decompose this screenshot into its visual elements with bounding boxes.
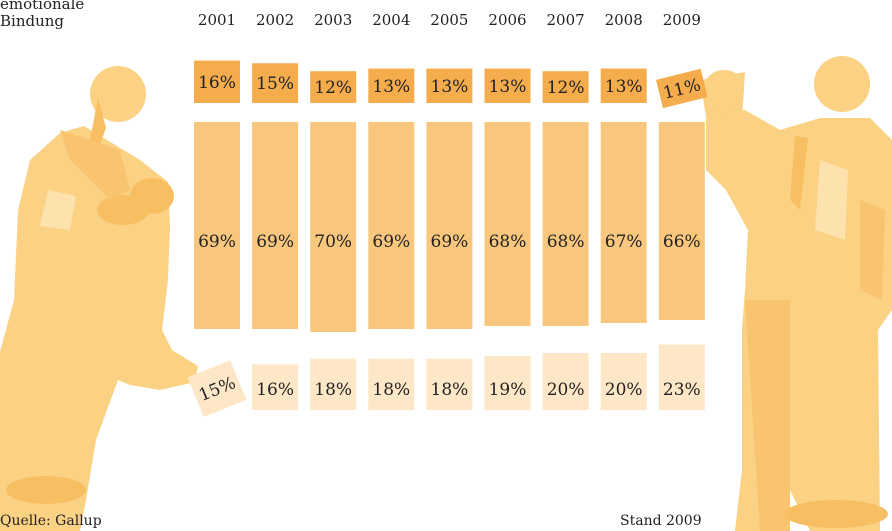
header-label-line1: emotionale	[0, 0, 85, 13]
bar-bottom-2004	[368, 358, 415, 410]
year-label-2006: 2006	[488, 11, 526, 29]
year-axis: 2001 2002 2003 2004 2005 2006 2007 2008 2009	[198, 11, 701, 29]
year-label-2008: 2008	[605, 11, 643, 29]
businessman-left-figure	[0, 66, 198, 531]
label-middle-2009: 66%	[663, 232, 701, 252]
bar-top-2006	[484, 68, 531, 103]
bar-bottom-2001	[187, 360, 247, 418]
header-label-line2: Bindung	[0, 12, 65, 30]
bar-middle-2007	[542, 122, 589, 326]
year-label-2003: 2003	[314, 11, 352, 29]
year-label-2002: 2002	[256, 11, 294, 29]
label-top-2001: 16%	[198, 73, 236, 93]
label-middle-2005: 69%	[431, 232, 469, 252]
bar-top-2004	[368, 68, 415, 103]
label-top-2006: 13%	[489, 77, 527, 97]
bar-middle-2003	[310, 122, 357, 332]
label-top-2005: 13%	[431, 77, 469, 97]
bar-top-2008	[600, 68, 647, 103]
bar-bottom-2009	[658, 344, 705, 410]
label-top-2003: 12%	[314, 78, 352, 98]
label-middle-2001: 69%	[198, 232, 236, 252]
bar-middle-2001	[194, 122, 240, 329]
bar-bottom-2005	[426, 358, 473, 410]
label-top-2008: 13%	[605, 77, 643, 97]
header-label: emotionale Bindung	[0, 0, 84, 30]
label-bottom-2002: 16%	[256, 380, 294, 400]
bar-bottom-2002	[252, 364, 299, 410]
bar-middle-2002	[252, 122, 299, 329]
label-top-2004: 13%	[372, 77, 410, 97]
label-bottom-2005: 18%	[431, 380, 469, 400]
bar-middle-2004	[368, 122, 415, 329]
bars-group	[187, 60, 708, 418]
label-top-2007: 12%	[547, 78, 585, 98]
bar-top-2009	[655, 68, 708, 109]
label-middle-2008: 67%	[605, 232, 643, 252]
label-bottom-2003: 18%	[314, 380, 352, 400]
label-bottom-2006: 19%	[489, 380, 527, 400]
bar-top-2007	[542, 71, 589, 103]
label-middle-2006: 68%	[489, 232, 527, 252]
bar-top-2001	[194, 60, 240, 103]
source-note: Quelle: Gallup	[0, 513, 102, 529]
label-bottom-2008: 20%	[605, 380, 643, 400]
businessman-right-figure	[700, 56, 892, 531]
bar-middle-2005	[426, 122, 473, 329]
label-top-2002: 15%	[256, 74, 294, 94]
bar-middle-2008	[600, 122, 647, 323]
bar-bottom-2003	[310, 358, 357, 410]
date-note: Stand 2009	[620, 513, 702, 529]
bar-top-2005	[426, 68, 473, 103]
bar-middle-2009	[658, 122, 705, 320]
bar-bottom-2008	[600, 353, 647, 410]
year-label-2007: 2007	[547, 11, 585, 29]
label-bottom-2009: 23%	[663, 380, 701, 400]
label-middle-2007: 68%	[547, 232, 585, 252]
year-label-2001: 2001	[198, 11, 236, 29]
bar-bottom-2006	[484, 355, 531, 410]
year-label-2005: 2005	[430, 11, 468, 29]
label-middle-2004: 69%	[372, 232, 410, 252]
year-label-2009: 2009	[663, 11, 701, 29]
bar-top-2002	[252, 63, 299, 103]
label-bottom-2004: 18%	[372, 380, 410, 400]
bar-middle-2006	[484, 122, 531, 326]
year-label-2004: 2004	[372, 11, 410, 29]
bar-bottom-2007	[542, 353, 589, 410]
bar-top-2003	[310, 71, 357, 103]
label-middle-2003: 70%	[314, 232, 352, 252]
value-labels: 16%69%15%15%69%16%12%70%18%13%69%18%13%6…	[196, 73, 703, 406]
label-bottom-2007: 20%	[547, 380, 585, 400]
label-middle-2002: 69%	[256, 232, 294, 252]
